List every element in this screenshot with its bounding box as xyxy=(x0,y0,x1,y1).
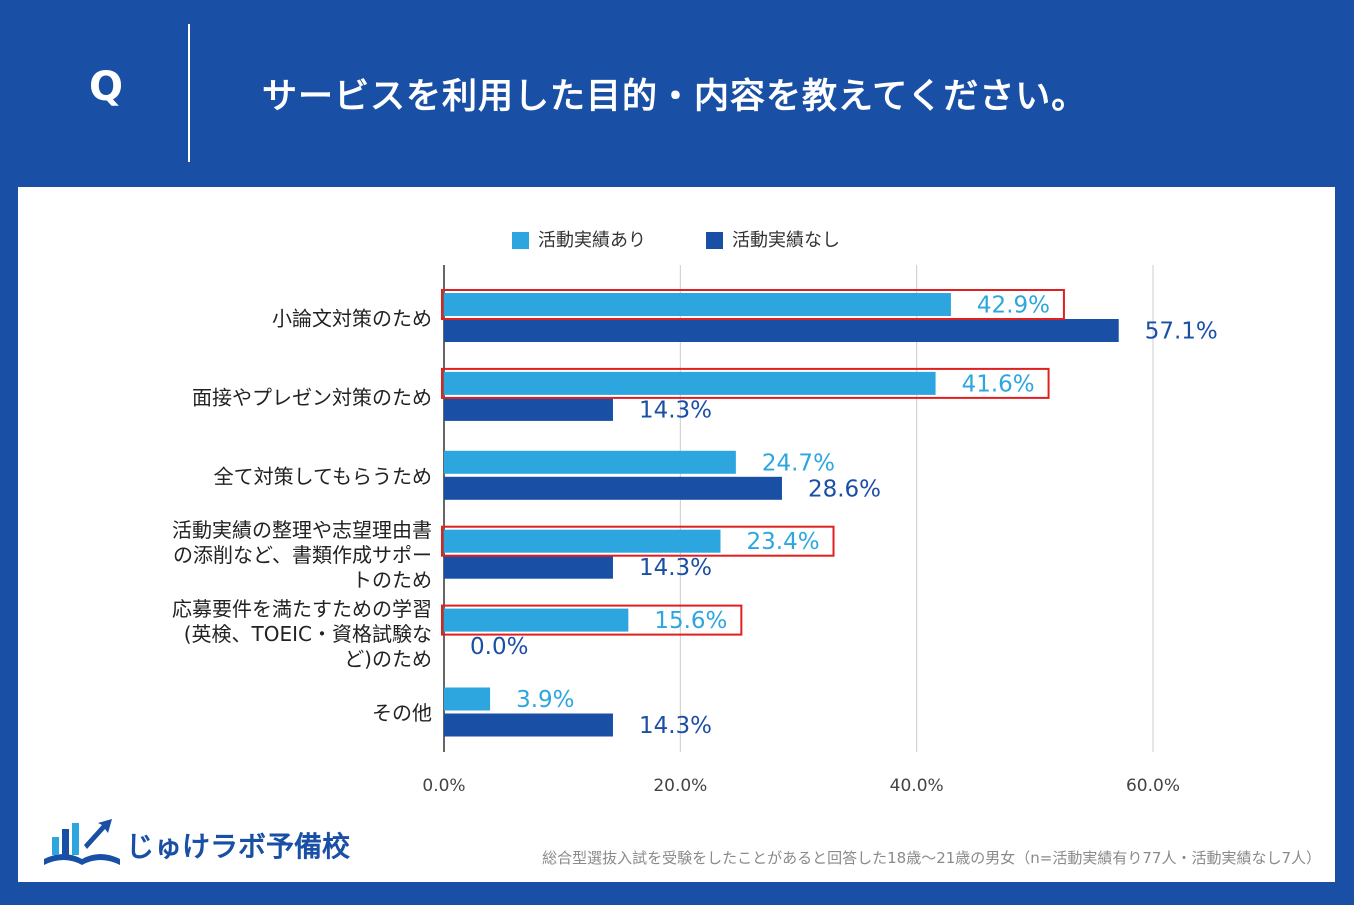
data-label: 3.9% xyxy=(516,687,574,713)
data-label: 24.7% xyxy=(762,450,835,476)
highlight-box xyxy=(441,289,1065,320)
highlight-box xyxy=(441,367,1050,399)
category-label: 小論文対策のため xyxy=(272,307,432,331)
logo-text: じゅけラボ予備校 xyxy=(126,830,351,863)
highlight-box xyxy=(441,525,835,557)
bar xyxy=(444,319,1119,342)
legend-label: 活動実績あり xyxy=(538,230,646,251)
data-label: 23.4% xyxy=(747,529,820,555)
bar xyxy=(444,608,629,632)
highlight-box xyxy=(441,604,743,636)
legend-swatch xyxy=(512,232,529,249)
category-label: その他 xyxy=(372,701,432,725)
footnote: 総合型選抜入試を受験をしたことがあると回答した18歳〜21歳の男女（n=活動実績… xyxy=(542,849,1321,867)
bar xyxy=(444,713,613,737)
data-label: 41.6% xyxy=(962,371,1035,397)
data-label: 42.9% xyxy=(977,293,1050,319)
bar xyxy=(444,476,782,500)
data-label: 15.6% xyxy=(654,608,727,634)
data-label: 57.1% xyxy=(1145,319,1218,345)
header-divider xyxy=(188,24,190,162)
category-label: (英検、TOEIC・資格試験な xyxy=(184,622,432,646)
bar xyxy=(444,529,721,553)
category-label: 活動実績の整理や志望理由書 xyxy=(172,518,432,542)
chart-panel: 0.0% 20.0% 40.0% 60.0% 活動実績あり 活動実績なし 42.9% 57.1… xyxy=(18,187,1335,882)
category-label: 応募要件を満たすための学習 xyxy=(172,597,432,621)
x-tick-label: 40.0% xyxy=(890,776,944,796)
legend-swatch xyxy=(706,232,723,249)
data-label: 14.3% xyxy=(639,555,712,581)
data-label: 14.3% xyxy=(639,713,712,739)
category-label: 全て対策してもらうため xyxy=(214,464,432,488)
bar xyxy=(444,293,951,316)
data-label: 28.6% xyxy=(808,476,881,502)
bar xyxy=(444,687,491,711)
bar xyxy=(444,371,936,395)
category-label: 面接やプレゼン対策のため xyxy=(192,385,432,409)
book-logo-icon xyxy=(44,819,120,865)
question-title: サービスを利用した目的・内容を教えてください。 xyxy=(262,77,1088,117)
data-label: 14.3% xyxy=(639,397,712,423)
logo: じゅけラボ予備校 xyxy=(40,815,370,871)
category-label: トのため xyxy=(352,568,432,592)
x-tick-label: 20.0% xyxy=(653,776,707,796)
bar xyxy=(444,555,613,579)
bar xyxy=(444,450,736,474)
bar-chart: 0.0% 20.0% 40.0% 60.0% 活動実績あり 活動実績なし 42.9% 57.1… xyxy=(172,230,1218,796)
question-label: Q xyxy=(88,64,123,110)
x-tick-label: 60.0% xyxy=(1126,776,1180,796)
category-label: の添削など、書類作成サポー xyxy=(173,543,432,567)
legend-label: 活動実績なし xyxy=(732,230,840,251)
bar xyxy=(444,397,613,421)
data-label: 0.0% xyxy=(470,634,528,660)
x-tick-label: 0.0% xyxy=(422,776,465,796)
category-label: ど)のため xyxy=(344,647,432,671)
